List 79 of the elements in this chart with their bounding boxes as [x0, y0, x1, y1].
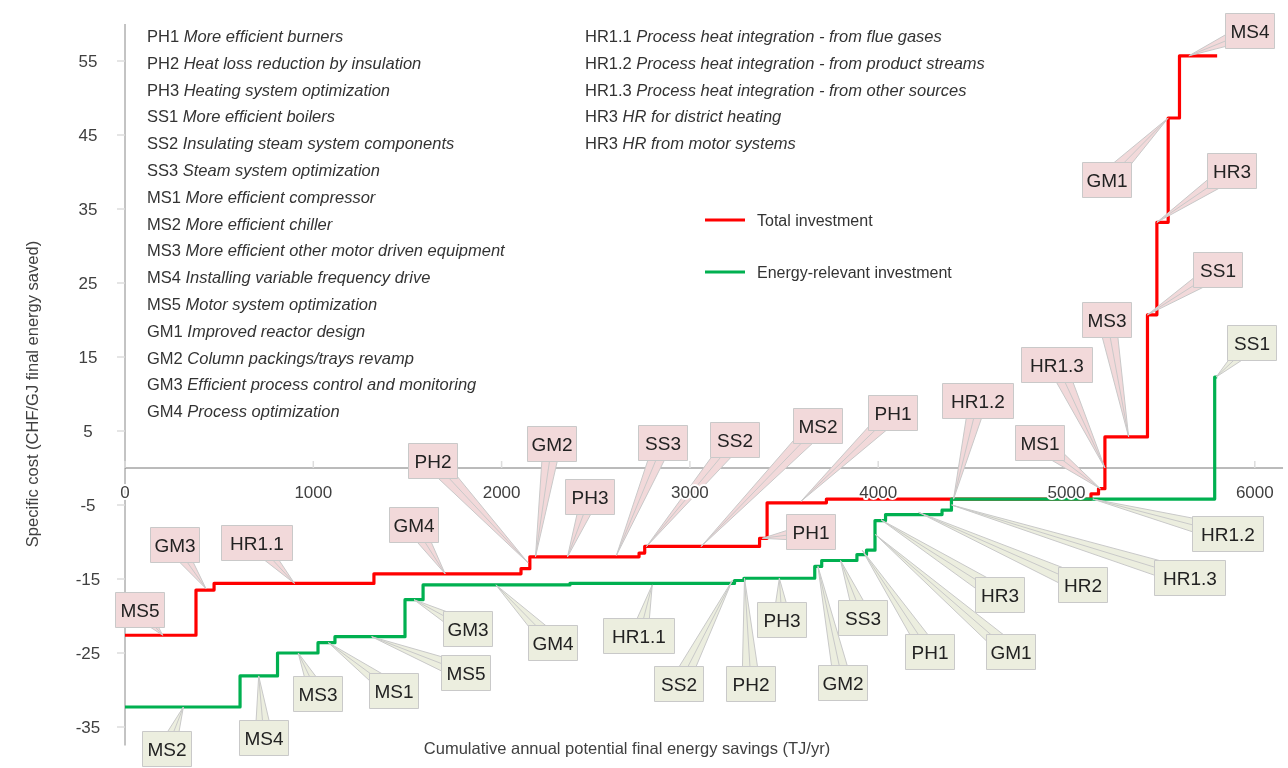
y-tick-label: 15: [78, 347, 98, 367]
annotation: PH3: [763, 609, 801, 631]
annotation: GM2 Column packings/trays revamp: [147, 348, 414, 367]
annotation: PH3 Heating system optimization: [147, 80, 391, 99]
annotation: MS4 Installing variable frequency drive: [147, 268, 431, 287]
annotation: MS5: [446, 662, 486, 684]
annotation: GM1 Improved reactor design: [147, 321, 366, 340]
annotation: GM1: [990, 641, 1032, 663]
legend-label: Total investment: [757, 211, 874, 229]
annotation: HR3: [1212, 160, 1252, 182]
annotation: SS3: [645, 432, 681, 454]
annotation: PH1: [911, 641, 949, 663]
annotation: MS3: [1087, 309, 1127, 331]
annotation: HR1.3: [1163, 567, 1217, 589]
annotation: HR2: [1063, 574, 1103, 596]
annotation: HR1.2: [951, 390, 1005, 412]
x-tick-label: 3000: [670, 483, 709, 502]
annotation: MS1: [1020, 432, 1060, 454]
y-tick-label: -35: [75, 717, 101, 737]
annotation: SS1: [1234, 332, 1270, 354]
y-axis-title: Specific cost (CHF/GJ final energy saved): [23, 240, 41, 548]
annotation: SS3: [845, 607, 881, 629]
x-tick-label: 6000: [1235, 483, 1274, 502]
x-tick-label: 2000: [482, 483, 521, 502]
annotation: HR1.1: [230, 532, 284, 554]
annotation: HR1.2 Process heat integration - from product streams: [585, 53, 985, 72]
annotation: SS2: [717, 429, 753, 451]
annotation: SS2 Insulating steam system components: [147, 134, 455, 153]
annotation: HR3: [980, 584, 1020, 606]
annotation: GM4: [393, 514, 436, 536]
annotation: SS2: [661, 673, 697, 695]
annotation: MS1: [374, 680, 414, 702]
annotation: SS1 More efficient boilers: [147, 107, 336, 126]
y-tick-label: 25: [78, 273, 98, 293]
annotation: HR1.1: [612, 625, 666, 647]
annotation: HR3 HR for district heating: [585, 107, 783, 126]
annotation: HR1.2: [1201, 523, 1255, 545]
annotation: MS2: [147, 738, 187, 760]
x-tick-label: 0: [120, 483, 130, 502]
annotation: HR1.3 Process heat integration - from other sources: [585, 80, 967, 99]
annotation: HR1.3: [1030, 354, 1084, 376]
annotation: GM3: [447, 618, 489, 640]
annotation: GM2: [822, 672, 864, 694]
annotation: PH2 Heat loss reduction by insulation: [147, 53, 422, 72]
annotation: PH1: [792, 521, 830, 543]
annotation: PH1 More efficient burners: [147, 27, 344, 45]
annotation: GM4: [532, 632, 575, 654]
legend-label: Energy-relevant investment: [757, 263, 953, 281]
annotation: MS4: [244, 727, 284, 749]
annotation: MS2: [798, 415, 838, 437]
y-tick-label: 5: [83, 421, 93, 441]
x-tick-label: 1000: [294, 483, 333, 502]
x-axis-title: Cumulative annual potential final energy savings (TJ/yr): [423, 739, 831, 757]
y-tick-label: 55: [78, 51, 98, 71]
annotation: MS5 Motor system optimization: [147, 295, 378, 313]
annotation: HR3 HR from motor systems: [585, 134, 796, 153]
y-tick-label: -5: [80, 495, 96, 515]
annotation: PH1: [874, 402, 912, 424]
annotation: PH2: [732, 673, 770, 695]
y-tick-label: 35: [78, 199, 98, 219]
annotation: PH2: [414, 450, 452, 472]
annotation: GM4 Process optimization: [147, 402, 340, 421]
annotation: SS3 Steam system optimization: [147, 161, 380, 179]
annotation: MS5: [120, 599, 160, 621]
annotation: GM2: [531, 433, 573, 455]
annotation: HR1.1 Process heat integration - from flue gases: [585, 27, 942, 45]
y-tick-label: 45: [78, 125, 98, 145]
annotation: GM1: [1086, 169, 1128, 191]
annotation: PH3: [571, 486, 609, 508]
y-tick-label: -15: [75, 569, 101, 589]
annotation: MS4: [1230, 20, 1270, 42]
annotation: MS1 More efficient compressor: [147, 187, 377, 206]
annotation: GM3: [154, 534, 196, 556]
annotation: MS3 More efficient other motor driven equipment: [147, 241, 507, 260]
y-tick-label: -25: [75, 643, 101, 663]
annotation: MS2 More efficient chiller: [147, 214, 334, 233]
annotation: MS3: [298, 683, 338, 705]
annotation: SS1: [1200, 259, 1236, 281]
annotation: GM3 Efficient process control and monitoring: [147, 375, 478, 394]
